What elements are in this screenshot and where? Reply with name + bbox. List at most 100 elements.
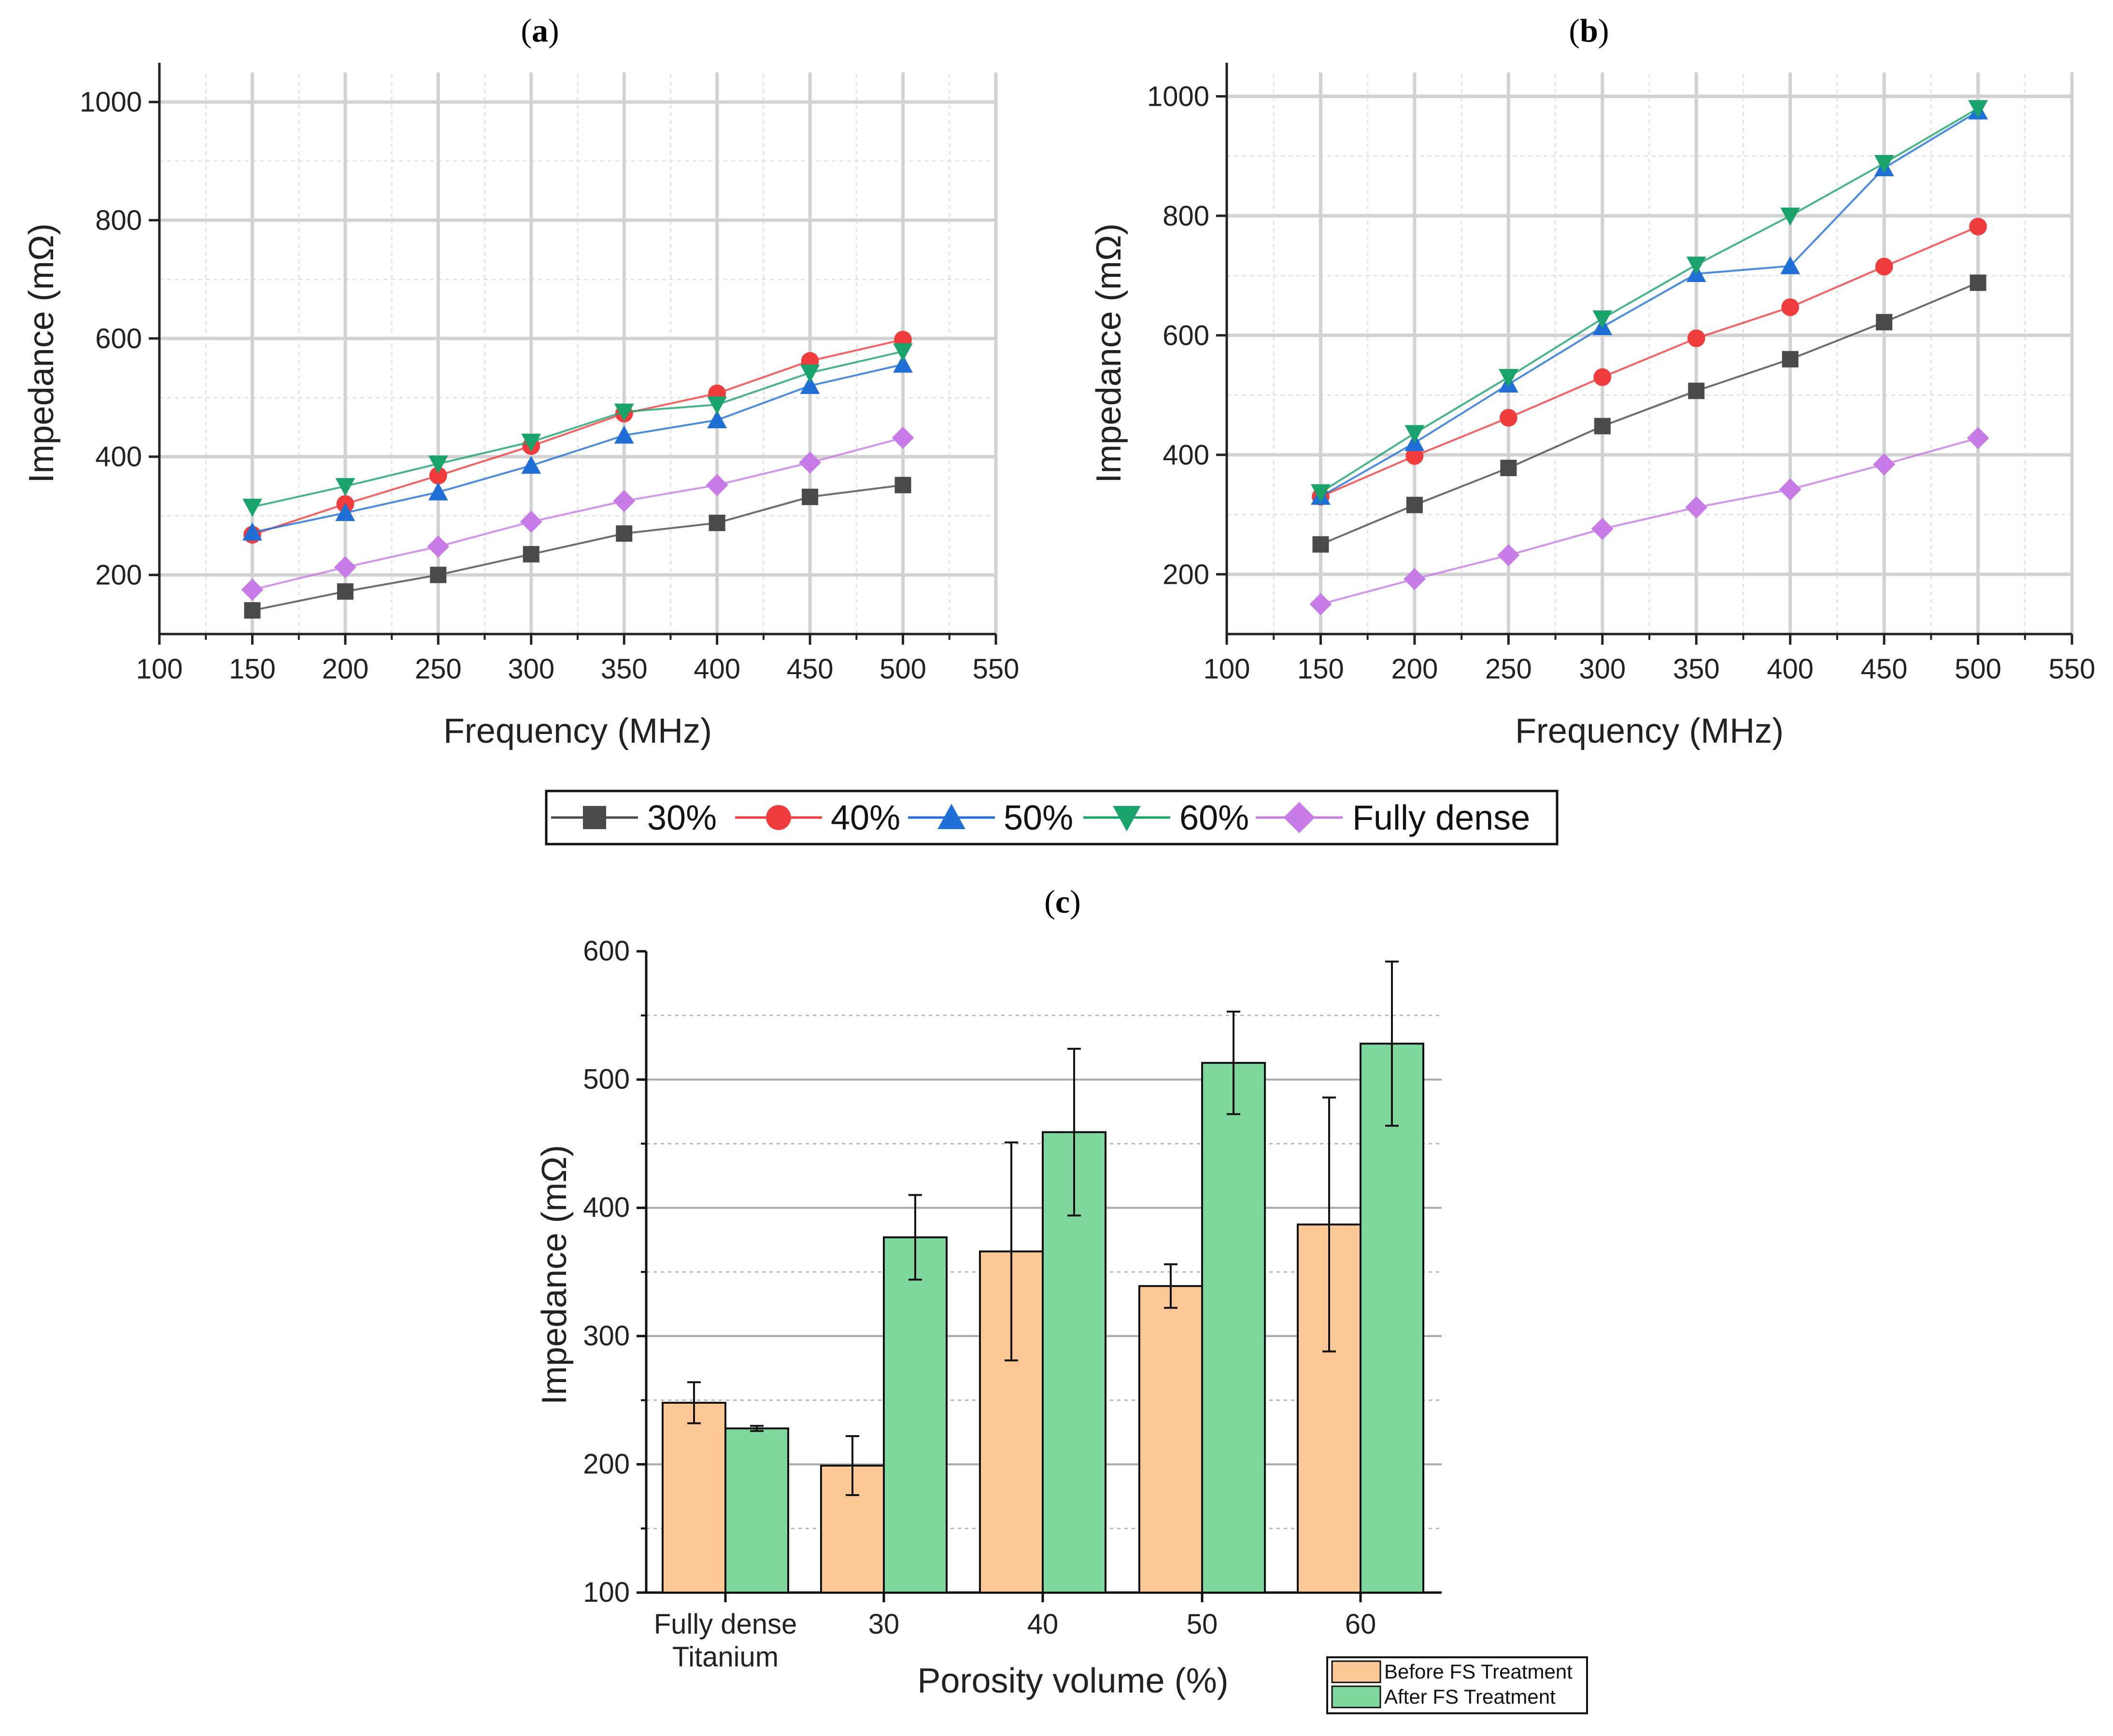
legend-item: 30%: [551, 799, 717, 837]
y-tick-label: 600: [583, 935, 630, 967]
series-fully-dense: [241, 426, 914, 601]
data-point: [1967, 427, 1989, 450]
bar: [724, 1427, 789, 1594]
chart-a: 100 150 200 250 300 350 400 450 500 550 200 400 600 8…: [22, 63, 1019, 750]
data-point: [1406, 496, 1423, 513]
x-tick-label: 400: [1767, 653, 1814, 685]
series-line: [1320, 437, 1979, 606]
x-tick-label: 250: [415, 653, 462, 685]
data-point: [244, 602, 261, 619]
series-legend: 30% 40% 50% 60% Fully dense: [545, 790, 1559, 846]
data-point: [1594, 418, 1611, 435]
legend-item: 50%: [908, 799, 1073, 837]
legend-marker: [583, 806, 606, 829]
x-tick-label: 300: [508, 653, 554, 685]
series-30-: [244, 477, 911, 619]
x-tick-label: 450: [787, 653, 834, 685]
series-line: [252, 363, 904, 534]
data-point: [1498, 368, 1518, 387]
y-tick-label: 800: [1163, 200, 1209, 232]
x-tick-label: 500: [879, 653, 926, 685]
data-point: [1309, 593, 1332, 616]
x-tick-label: 550: [2049, 653, 2096, 685]
data-point: [520, 510, 542, 533]
y-tick-label: 200: [583, 1448, 630, 1480]
data-point: [613, 490, 636, 512]
series-line: [252, 339, 904, 536]
data-point: [521, 455, 541, 474]
y-tick-label: 800: [95, 205, 142, 236]
panel-label-b: (b): [1569, 12, 1609, 49]
x-tick-label: 550: [973, 653, 1020, 685]
y-tick-label: 200: [1163, 559, 1209, 590]
legend-label: 40%: [831, 799, 900, 837]
y-tick-label: 400: [583, 1192, 630, 1223]
y-tick-label: 600: [1163, 320, 1209, 351]
data-point: [893, 343, 913, 362]
legend-swatch: [1331, 1660, 1381, 1683]
x-tick-label: 350: [601, 653, 648, 685]
x-axis-title: Frequency (MHz): [443, 712, 712, 750]
data-point: [1780, 207, 1801, 226]
x-tick-label: 100: [1204, 653, 1250, 685]
legend-label: Before FS Treatment: [1384, 1660, 1573, 1683]
data-point: [1781, 298, 1800, 316]
x-tick-label: 40: [1027, 1609, 1059, 1640]
error-bar: [687, 1381, 701, 1425]
x-tick-label: 200: [322, 653, 369, 685]
data-point: [707, 396, 727, 415]
data-point: [1403, 568, 1426, 591]
x-axis-title: Porosity volume (%): [917, 1662, 1228, 1700]
legend-marker: [766, 805, 791, 830]
y-tick-label: 200: [95, 560, 142, 591]
bar: [662, 1401, 726, 1594]
data-point: [1873, 453, 1896, 476]
data-point: [1687, 329, 1705, 347]
panel-label-c: (c): [1044, 883, 1081, 920]
data-point: [242, 498, 262, 517]
data-point: [335, 478, 355, 496]
data-point: [1688, 382, 1705, 399]
error-bar: [1227, 1010, 1240, 1115]
data-point: [706, 474, 728, 496]
data-point: [334, 556, 356, 579]
x-tick-label: 150: [229, 653, 276, 685]
legend-swatch: [1331, 1685, 1381, 1708]
bar: [883, 1236, 948, 1594]
error-bar: [846, 1435, 859, 1496]
y-axis-title: Impedance (mΩ): [1090, 224, 1128, 483]
data-point: [616, 525, 633, 542]
x-tick-label: 500: [1955, 653, 2001, 685]
data-point: [429, 466, 447, 485]
data-point: [427, 535, 450, 558]
x-tick-label: 350: [1673, 653, 1720, 685]
data-point: [614, 425, 634, 444]
data-point: [335, 503, 355, 522]
data-point: [894, 477, 911, 494]
series-line: [1320, 107, 1979, 494]
data-point: [523, 546, 539, 563]
data-point: [242, 522, 262, 541]
series-30-: [1312, 274, 1986, 553]
x-tick-label: 250: [1485, 653, 1532, 685]
data-point: [802, 488, 819, 505]
x-tick-label: 150: [1297, 653, 1344, 685]
bar: [1201, 1062, 1266, 1594]
x-tick-label: 400: [694, 653, 740, 685]
series-line: [252, 484, 903, 611]
data-point: [337, 583, 354, 600]
legend-label: After FS Treatment: [1384, 1685, 1556, 1708]
data-point: [1685, 496, 1708, 519]
error-bar: [1385, 960, 1399, 1127]
data-point: [800, 364, 820, 383]
error-bar: [1067, 1047, 1081, 1217]
y-axis-title: Impedance (mΩ): [535, 1145, 574, 1405]
series-line: [1320, 226, 1979, 498]
data-point: [1593, 368, 1612, 386]
error-bar: [1005, 1141, 1018, 1362]
x-tick-label: Titanium: [672, 1641, 779, 1673]
data-point: [800, 376, 820, 394]
data-point: [1780, 256, 1801, 274]
legend-label: 50%: [1004, 799, 1073, 837]
